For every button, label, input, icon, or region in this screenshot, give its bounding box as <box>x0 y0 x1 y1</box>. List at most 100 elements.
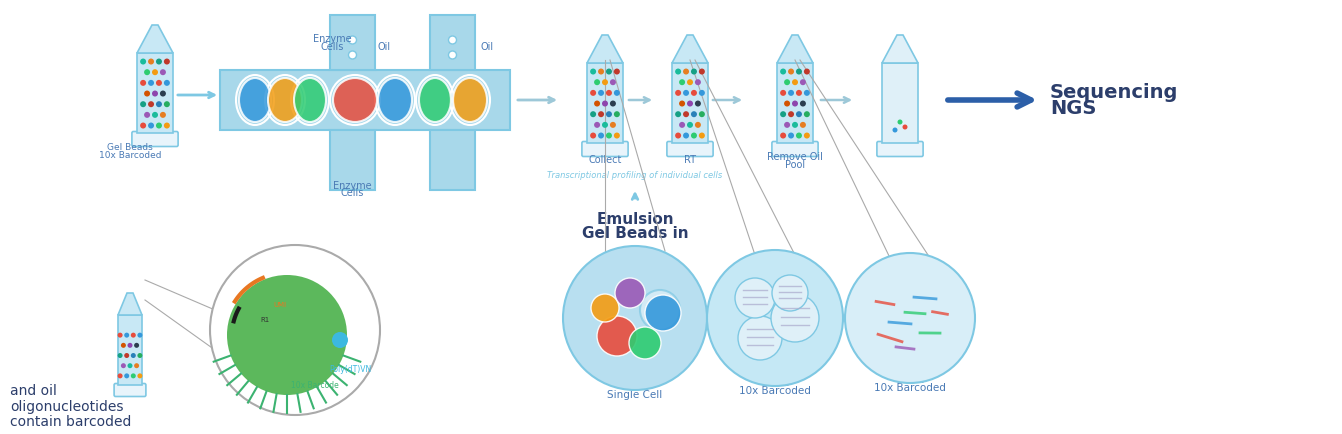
Circle shape <box>679 101 684 106</box>
Text: Gel Beads in: Gel Beads in <box>581 226 688 241</box>
Ellipse shape <box>268 78 302 122</box>
Circle shape <box>607 90 612 96</box>
Polygon shape <box>777 35 813 63</box>
FancyBboxPatch shape <box>876 141 923 157</box>
Circle shape <box>792 101 798 106</box>
Circle shape <box>699 132 705 138</box>
Circle shape <box>448 36 456 44</box>
Text: cDNA: cDNA <box>761 378 789 388</box>
Circle shape <box>699 90 705 96</box>
Bar <box>330 15 374 70</box>
Circle shape <box>640 290 680 330</box>
Circle shape <box>603 101 608 106</box>
Text: contain barcoded: contain barcoded <box>9 415 132 429</box>
Circle shape <box>784 101 790 106</box>
Circle shape <box>804 132 809 138</box>
Text: GEMs: GEMs <box>620 382 650 392</box>
Circle shape <box>788 69 794 75</box>
Circle shape <box>615 278 646 308</box>
Circle shape <box>148 59 154 65</box>
Circle shape <box>792 122 798 128</box>
Circle shape <box>613 69 620 75</box>
Circle shape <box>603 122 608 128</box>
Text: oligonucleotides: oligonucleotides <box>9 400 123 414</box>
Polygon shape <box>672 35 709 63</box>
Circle shape <box>121 343 126 348</box>
Circle shape <box>331 332 348 348</box>
Bar <box>672 63 709 143</box>
Circle shape <box>590 111 596 117</box>
Circle shape <box>156 101 162 107</box>
Circle shape <box>679 122 684 128</box>
Text: 10x Barcoded: 10x Barcoded <box>99 151 161 160</box>
Circle shape <box>134 363 140 368</box>
Circle shape <box>607 132 612 138</box>
Circle shape <box>609 101 616 106</box>
FancyBboxPatch shape <box>114 384 146 397</box>
Circle shape <box>144 112 150 118</box>
Circle shape <box>804 90 809 96</box>
Bar <box>586 63 623 143</box>
Bar <box>118 315 142 385</box>
Circle shape <box>772 275 808 311</box>
Circle shape <box>160 69 166 75</box>
Ellipse shape <box>454 78 487 122</box>
Circle shape <box>675 69 682 75</box>
Circle shape <box>164 59 170 65</box>
Circle shape <box>892 128 898 132</box>
Circle shape <box>564 246 707 390</box>
Circle shape <box>607 69 612 75</box>
Text: Single Cell: Single Cell <box>608 390 663 400</box>
Circle shape <box>125 332 129 338</box>
Circle shape <box>140 59 146 65</box>
Circle shape <box>148 101 154 107</box>
Text: Enzyme: Enzyme <box>313 34 352 44</box>
Bar <box>220 70 510 130</box>
Circle shape <box>796 132 803 138</box>
Text: Sequencing: Sequencing <box>1049 82 1178 102</box>
Circle shape <box>164 101 170 107</box>
Circle shape <box>590 294 619 322</box>
Circle shape <box>590 69 596 75</box>
Circle shape <box>590 90 596 96</box>
Circle shape <box>137 353 142 358</box>
Text: Pool: Pool <box>785 160 805 170</box>
Circle shape <box>796 69 803 75</box>
Text: Remove Oil: Remove Oil <box>768 152 823 162</box>
Circle shape <box>448 51 456 59</box>
Circle shape <box>695 122 701 128</box>
Circle shape <box>160 112 166 118</box>
Text: Oil: Oil <box>377 43 391 53</box>
Text: Gel Beads: Gel Beads <box>107 144 153 152</box>
Circle shape <box>156 80 162 86</box>
Text: RT: RT <box>684 155 696 165</box>
Text: Cells: Cells <box>341 188 364 198</box>
Text: Transcriptional profiling of individual cells: Transcriptional profiling of individual … <box>548 171 722 180</box>
Circle shape <box>683 69 688 75</box>
Circle shape <box>646 295 680 331</box>
FancyBboxPatch shape <box>582 141 628 157</box>
Circle shape <box>137 332 142 338</box>
Wedge shape <box>227 275 348 395</box>
Circle shape <box>784 79 790 85</box>
Circle shape <box>796 111 803 117</box>
Circle shape <box>800 122 807 128</box>
Circle shape <box>137 373 142 378</box>
Circle shape <box>607 111 612 117</box>
Circle shape <box>118 353 122 358</box>
Circle shape <box>735 278 774 318</box>
Circle shape <box>800 101 807 106</box>
Circle shape <box>209 245 380 415</box>
Circle shape <box>609 122 616 128</box>
Text: and oil: and oil <box>9 384 56 398</box>
FancyBboxPatch shape <box>772 141 819 157</box>
Circle shape <box>118 373 122 378</box>
Circle shape <box>699 111 705 117</box>
Circle shape <box>613 132 620 138</box>
Circle shape <box>599 90 604 96</box>
Circle shape <box>595 79 600 85</box>
FancyBboxPatch shape <box>132 132 178 147</box>
Text: R1: R1 <box>260 317 270 323</box>
Circle shape <box>148 122 154 128</box>
Circle shape <box>140 101 146 107</box>
